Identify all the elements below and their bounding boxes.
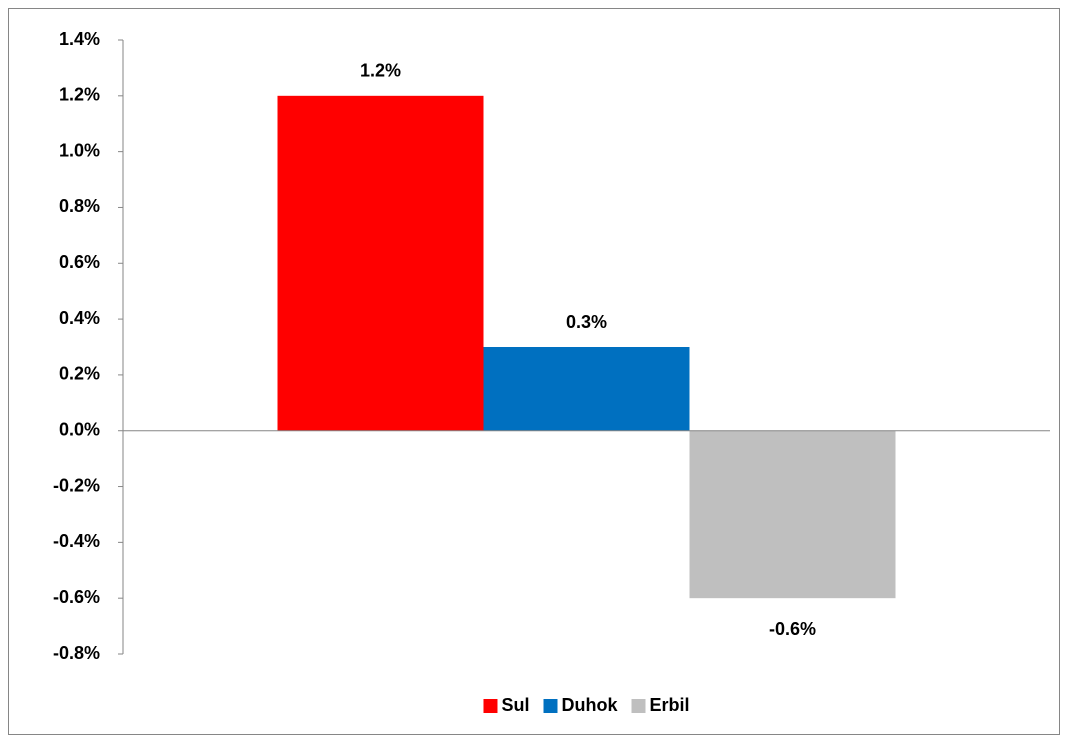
y-tick-label: -0.2% xyxy=(53,475,100,495)
bar xyxy=(277,95,484,431)
legend-swatch xyxy=(631,699,646,713)
legend-label: Sul xyxy=(501,695,529,715)
y-tick-label: -0.8% xyxy=(53,643,100,663)
bar xyxy=(689,430,896,599)
y-tick-label: 1.2% xyxy=(59,85,100,105)
y-tick-label: 0.6% xyxy=(59,252,100,272)
data-label: -0.6% xyxy=(769,619,816,639)
y-tick-label: 1.0% xyxy=(59,140,100,160)
data-label: 0.3% xyxy=(566,312,607,332)
legend-label: Erbil xyxy=(650,695,690,715)
legend-swatch xyxy=(543,699,558,713)
y-tick-label: 0.2% xyxy=(59,364,100,384)
y-tick-label: 0.4% xyxy=(59,308,100,328)
bar xyxy=(483,347,690,431)
y-tick-label: -0.6% xyxy=(53,587,100,607)
y-tick-label: 0.0% xyxy=(59,419,100,439)
legend-swatch xyxy=(483,699,498,713)
y-tick-label: -0.4% xyxy=(53,531,100,551)
data-label: 1.2% xyxy=(360,61,401,81)
legend-label: Duhok xyxy=(562,695,619,715)
y-tick-label: 1.4% xyxy=(59,29,100,49)
y-tick-label: 0.8% xyxy=(59,196,100,216)
